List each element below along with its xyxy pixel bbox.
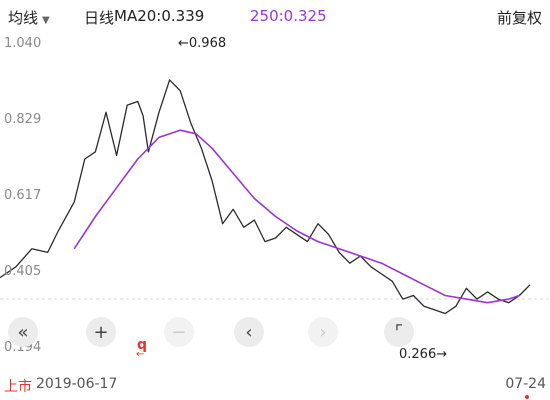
ma250-line [73, 129, 520, 304]
chevron-right-icon[interactable]: › [308, 317, 338, 347]
caret-down-icon: ▼ [42, 15, 50, 26]
current-date-marker [525, 395, 529, 399]
double-left-icon[interactable]: « [8, 317, 38, 347]
minus-icon[interactable]: − [164, 317, 194, 347]
y-tick-label: 0.829 [4, 111, 42, 127]
high-annotation: ←0.968 [178, 36, 227, 51]
plus-icon[interactable]: + [86, 317, 116, 347]
indicator-type-dropdown[interactable]: 均线 ▼ [8, 7, 50, 28]
start-date: 2019-06-17 [36, 376, 118, 392]
ma250-value: 250:0.325 [250, 7, 327, 25]
y-tick-label: 0.617 [4, 188, 42, 203]
low-annotation: 0.266→ [399, 347, 448, 362]
y-tick-label: 1.040 [4, 36, 42, 51]
end-date: 07-24 [505, 376, 546, 392]
price-chart[interactable] [0, 32, 550, 370]
fullscreen-icon[interactable]: ⌜ [384, 317, 414, 347]
price-line [0, 79, 531, 315]
indicator-bar: 均线 ▼ 日线 MA20:0.339 250:0.325 前复权 [0, 0, 550, 32]
period-label: 日线 [84, 9, 115, 27]
left-arrow-icon: ← [136, 349, 145, 360]
chevron-left-icon[interactable]: ‹ [234, 317, 264, 347]
fq-marker[interactable]: q [137, 337, 148, 353]
adjust-mode-button[interactable]: 前复权 [496, 9, 542, 27]
ma20-value: MA20:0.339 [114, 7, 205, 25]
y-tick-label: 0.405 [4, 264, 42, 280]
indicator-type-label: 均线 [8, 9, 39, 27]
date-range-bar: 上市 2019-06-17 07-24 [0, 372, 550, 400]
listing-label: 上市 [4, 379, 32, 395]
